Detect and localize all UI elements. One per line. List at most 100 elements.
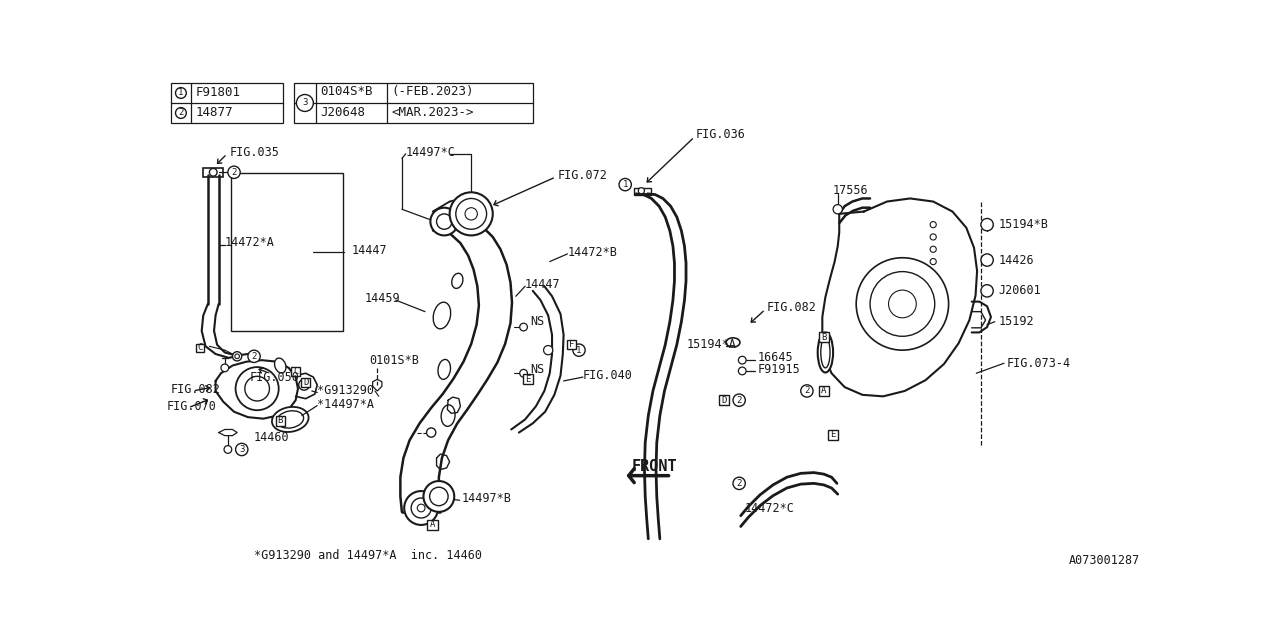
Circle shape [739, 356, 746, 364]
Text: 3: 3 [239, 445, 244, 454]
Ellipse shape [438, 360, 451, 380]
Circle shape [175, 88, 187, 99]
Circle shape [465, 208, 477, 220]
Text: FIG.036: FIG.036 [696, 128, 746, 141]
Text: FIG.073-4: FIG.073-4 [1006, 356, 1070, 370]
Circle shape [210, 168, 218, 176]
Circle shape [411, 498, 431, 518]
Circle shape [248, 350, 260, 362]
Ellipse shape [818, 332, 833, 372]
Bar [291, 367, 301, 376]
Text: 14497*C: 14497*C [406, 146, 456, 159]
Circle shape [456, 198, 486, 229]
Text: A: A [822, 387, 827, 396]
Text: F: F [568, 340, 573, 349]
Circle shape [931, 259, 936, 265]
Circle shape [224, 445, 232, 453]
Text: FIG.072: FIG.072 [558, 169, 607, 182]
Text: 1: 1 [178, 88, 183, 97]
Text: <MAR.2023->: <MAR.2023-> [392, 106, 474, 120]
Circle shape [234, 354, 239, 358]
Text: 14472*A: 14472*A [225, 236, 275, 249]
Circle shape [980, 218, 993, 231]
Text: 1: 1 [622, 180, 628, 189]
Text: A073001287: A073001287 [1069, 554, 1139, 567]
Text: FRONT: FRONT [631, 459, 677, 474]
Text: J20601: J20601 [998, 284, 1042, 298]
Bar [828, 430, 838, 440]
Ellipse shape [820, 337, 829, 368]
Text: 14497*B: 14497*B [462, 492, 512, 505]
Circle shape [449, 192, 493, 236]
Circle shape [298, 380, 310, 390]
Circle shape [430, 487, 448, 506]
Text: B: B [822, 333, 827, 342]
Text: 16645: 16645 [758, 351, 794, 364]
Text: 15194*B: 15194*B [998, 218, 1048, 231]
Text: 14447: 14447 [525, 278, 561, 291]
Circle shape [739, 367, 746, 375]
Text: E: E [831, 430, 836, 439]
Text: 14472*C: 14472*C [745, 502, 795, 515]
Circle shape [430, 208, 458, 236]
Ellipse shape [433, 302, 451, 329]
Circle shape [175, 108, 187, 118]
Text: 2: 2 [804, 387, 810, 396]
Text: E: E [526, 375, 531, 384]
Text: 14447: 14447 [352, 244, 388, 257]
Circle shape [424, 481, 454, 512]
Ellipse shape [726, 338, 740, 347]
Circle shape [856, 258, 948, 350]
Text: 2: 2 [736, 479, 742, 488]
Text: FIG.040: FIG.040 [582, 369, 632, 382]
Text: (-FEB.2023): (-FEB.2023) [392, 85, 474, 98]
Text: A: A [430, 520, 435, 529]
Ellipse shape [442, 405, 456, 426]
Circle shape [573, 344, 585, 356]
Ellipse shape [276, 411, 303, 428]
Text: FIG.082: FIG.082 [172, 383, 220, 396]
Text: 0101S*B: 0101S*B [370, 354, 420, 367]
Text: NS: NS [530, 363, 545, 376]
Ellipse shape [452, 273, 463, 289]
Text: 2: 2 [232, 168, 237, 177]
Text: D: D [721, 396, 727, 404]
Text: 2: 2 [178, 109, 183, 118]
Text: C: C [293, 367, 298, 376]
Bar [524, 374, 534, 385]
Text: *G913290: *G913290 [317, 385, 374, 397]
Text: 15194*A: 15194*A [687, 339, 737, 351]
Bar [567, 340, 576, 349]
Text: D: D [303, 378, 308, 387]
Bar [230, 173, 343, 331]
Circle shape [980, 285, 993, 297]
Circle shape [639, 188, 644, 194]
Text: 3: 3 [302, 99, 307, 108]
Circle shape [801, 385, 813, 397]
Bar [172, 83, 283, 123]
Text: 15192: 15192 [998, 315, 1034, 328]
Circle shape [733, 477, 745, 490]
Text: *14497*A: *14497*A [317, 397, 374, 410]
Circle shape [980, 254, 993, 266]
Bar [196, 344, 205, 352]
Text: B: B [278, 417, 283, 426]
Text: C: C [197, 343, 202, 353]
Circle shape [236, 367, 279, 410]
Bar [301, 378, 310, 387]
Circle shape [297, 95, 314, 111]
Text: 0104S*B: 0104S*B [320, 85, 372, 98]
Text: 17556: 17556 [833, 184, 869, 197]
Text: 14460: 14460 [253, 431, 289, 444]
Circle shape [244, 376, 270, 401]
Circle shape [733, 394, 745, 406]
Bar [204, 168, 223, 177]
Ellipse shape [274, 358, 285, 373]
Circle shape [436, 214, 452, 229]
Text: J20648: J20648 [320, 106, 365, 120]
Circle shape [417, 504, 425, 512]
Text: FIG.050: FIG.050 [250, 371, 300, 383]
Text: FIG.035: FIG.035 [229, 146, 279, 159]
Text: 1: 1 [576, 346, 581, 355]
Ellipse shape [271, 407, 308, 432]
